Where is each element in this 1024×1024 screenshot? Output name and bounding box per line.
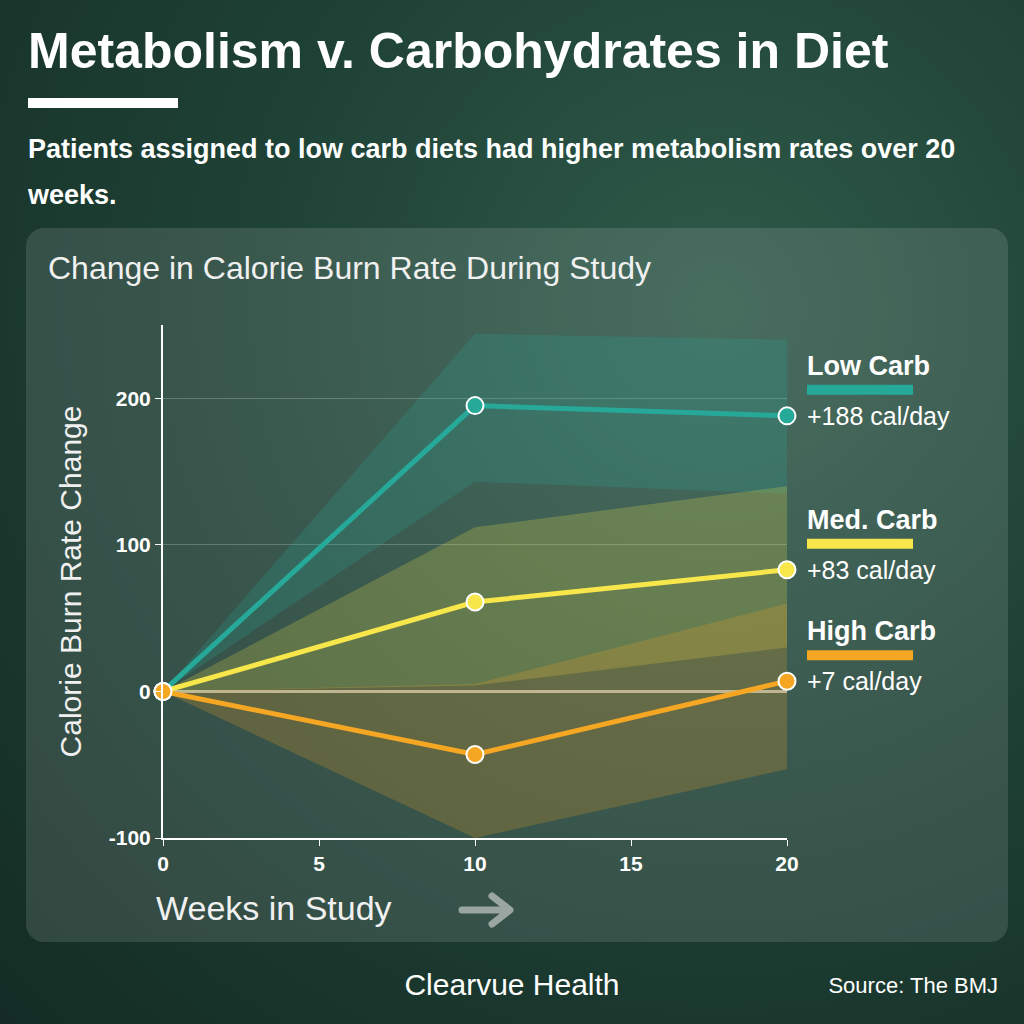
html-text:Clearvue Health: Clearvue Health	[404, 968, 620, 1001]
html-text:Change in Calorie Burn Rate Du: Change in Calorie Burn Rate During Study	[48, 250, 651, 286]
svg-text:Weeks in Study: Weeks in Study	[156, 889, 392, 927]
svg-text:+83 cal/day: +83 cal/day	[807, 556, 936, 584]
svg-text:15: 15	[619, 852, 643, 875]
html-text:Source: The BMJ: Source: The BMJ	[828, 973, 998, 998]
html-text:Metabolism v. Carbohydrates in: Metabolism v. Carbohydrates in Diet	[28, 23, 889, 79]
svg-text:0: 0	[157, 852, 169, 875]
svg-text:Calorie Burn Rate Change: Calorie Burn Rate Change	[54, 406, 87, 758]
svg-text:200: 200	[116, 387, 151, 410]
svg-text:20: 20	[775, 852, 798, 875]
svg-text:100: 100	[116, 533, 151, 556]
svg-text:-100: -100	[109, 826, 151, 849]
svg-text:+7 cal/day: +7 cal/day	[807, 667, 922, 695]
svg-text:Med. Carb: Med. Carb	[807, 505, 938, 535]
svg-text:Low Carb: Low Carb	[807, 351, 930, 381]
svg-text:5: 5	[313, 852, 325, 875]
html-text:Patients assigned to low carb: Patients assigned to low carb diets had …	[28, 134, 956, 210]
svg-text:High Carb: High Carb	[807, 616, 936, 646]
svg-text:+188 cal/day: +188 cal/day	[807, 402, 950, 430]
svg-text:0: 0	[139, 680, 151, 703]
svg-text:10: 10	[463, 852, 486, 875]
